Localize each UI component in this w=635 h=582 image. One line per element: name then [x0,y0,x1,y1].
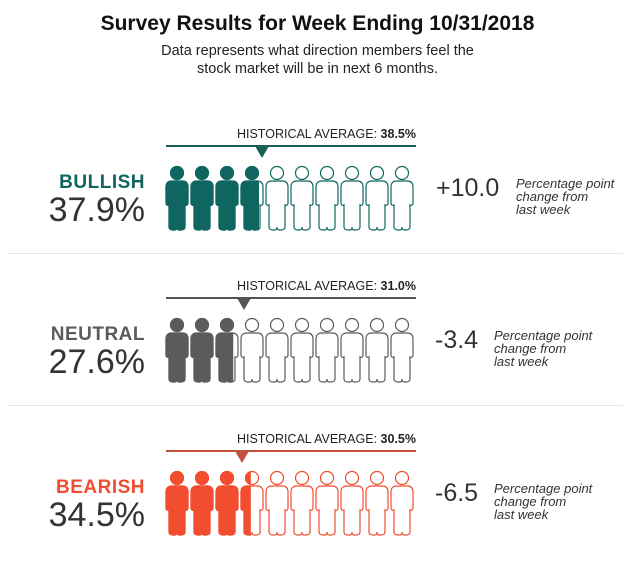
person-icon [240,317,264,383]
person-icon [315,165,339,231]
person-icon [215,317,239,383]
person-icon [365,470,389,536]
person-fill [165,471,189,536]
historical-average-label: HISTORICAL AVERAGE: 38.5% [166,127,416,141]
section-neutral: HISTORICAL AVERAGE: 31.0% NEUTRAL 27.6% … [0,279,635,429]
person-icon [340,470,364,536]
person-icons [165,317,414,383]
section-bearish: HISTORICAL AVERAGE: 30.5% BEARISH 34.5% … [0,432,635,582]
change-note-line: last week [494,354,549,369]
person-fill [215,318,234,383]
person-icon [315,317,339,383]
category-percentage: 34.5% [48,496,145,534]
historical-average-line [166,145,416,147]
person-fill [190,318,214,383]
historical-average-value: 30.5% [380,432,416,446]
change-note-line: Percentage point [516,176,615,191]
change-value: -3.4 [435,326,479,354]
section-bullish: HISTORICAL AVERAGE: 38.5% BULLISH 37.9% … [0,127,635,277]
person-icon [290,470,314,536]
person-icon [315,470,339,536]
person-fill [240,471,251,536]
person-icon [240,470,264,536]
change-note-line: change from [516,189,589,204]
category-percentage: 37.9% [48,191,145,229]
change-note-line: last week [516,202,571,217]
person-icon [390,317,414,383]
person-icon [215,470,239,536]
section-divider [8,253,623,254]
person-icons [165,165,414,231]
person-fill [190,471,214,536]
person-icon [190,165,214,231]
person-icon [240,165,264,231]
person-icon [165,470,189,536]
subtitle-line-1: Data represents what direction members f… [161,43,474,59]
person-icon [190,470,214,536]
chart-title: Survey Results for Week Ending 10/31/201… [100,12,535,35]
person-icon [215,165,239,231]
person-icon [390,470,414,536]
change-value: +10.0 [436,174,500,202]
change-note: Percentage point change from last week [494,329,592,368]
category-label: BULLISH [59,172,145,193]
change-note-line: change from [494,494,567,509]
historical-average-line [166,450,416,452]
historical-average-value: 31.0% [380,279,416,293]
change-note-line: Percentage point [494,328,593,343]
subtitle-line-2: stock market will be in next 6 months. [197,61,438,77]
historical-average-marker [255,146,270,158]
person-icon [265,317,289,383]
person-icon [265,165,289,231]
chart-subtitle: Data represents what direction members f… [0,42,635,78]
historical-average-value: 38.5% [380,127,416,141]
person-fill [165,166,189,231]
person-fill [190,166,214,231]
person-icon [290,317,314,383]
person-icon [365,165,389,231]
person-fill [215,166,239,231]
person-icon [165,317,189,383]
historical-average-label: HISTORICAL AVERAGE: 30.5% [166,432,416,446]
category-label: BEARISH [55,477,145,498]
historical-average-marker [236,298,251,310]
change-value: -6.5 [435,479,479,507]
historical-average-text: HISTORICAL AVERAGE: [236,279,378,293]
person-fill [165,318,189,383]
person-icon [190,317,214,383]
person-icons [165,470,414,536]
historical-average-line [166,297,416,299]
person-icon [165,165,189,231]
category-label: NEUTRAL [50,324,145,345]
historical-average-text: HISTORICAL AVERAGE: [236,432,378,446]
category-percentage: 27.6% [48,343,145,381]
person-icon [265,470,289,536]
historical-average-text: HISTORICAL AVERAGE: [236,127,378,141]
historical-average-marker [235,451,250,463]
person-icon [390,165,414,231]
change-note-line: Percentage point [494,481,593,496]
person-fill [240,166,259,231]
change-note-line: change from [494,341,567,356]
section-divider [8,405,623,406]
person-icon [290,165,314,231]
person-fill [215,471,239,536]
person-icon [340,165,364,231]
person-icon [340,317,364,383]
change-note: Percentage point change from last week [494,482,592,521]
change-note-line: last week [494,507,549,522]
historical-average-label: HISTORICAL AVERAGE: 31.0% [166,279,416,293]
person-icon [365,317,389,383]
change-note: Percentage point change from last week [516,177,614,216]
